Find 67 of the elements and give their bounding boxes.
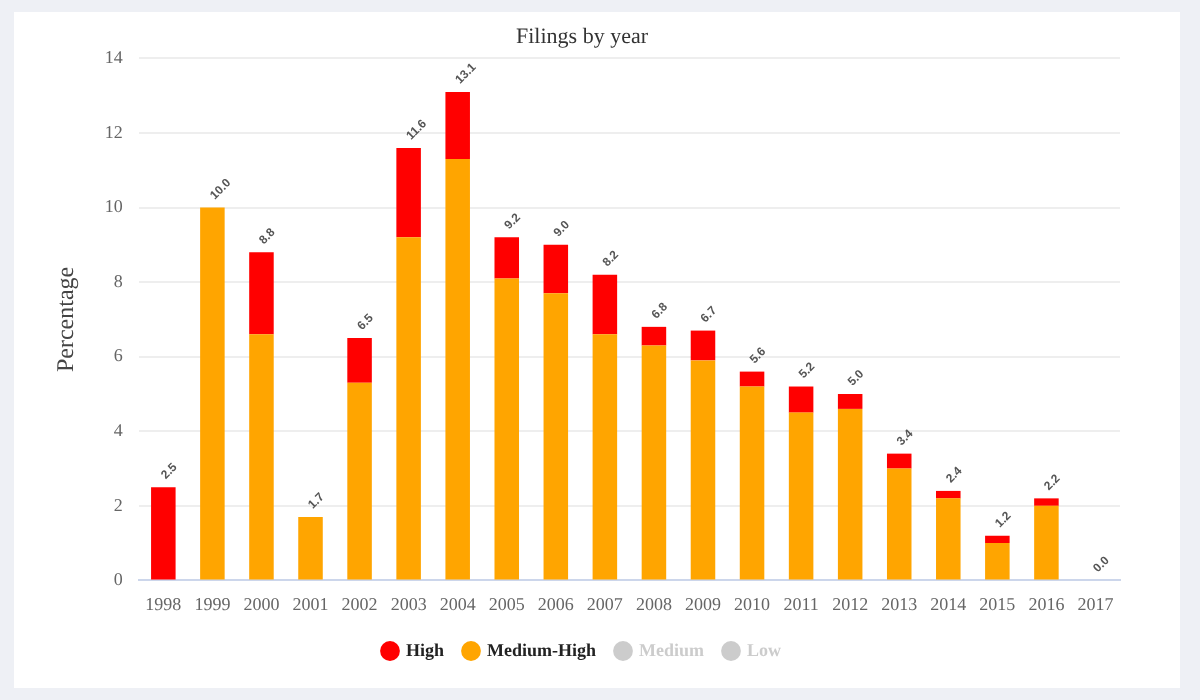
x-tick-label: 2002 (341, 593, 378, 614)
bar (985, 543, 1010, 580)
x-tick-label: 2005 (488, 593, 526, 614)
y-tick-label: 14 (104, 47, 124, 68)
x-tick-label: 2008 (635, 593, 673, 614)
y-tick-label: 0 (113, 569, 124, 590)
legend-label: Medium-High (487, 639, 597, 660)
bar (985, 535, 1010, 544)
bar (347, 338, 372, 383)
bar (936, 490, 961, 499)
x-tick-label: 1998 (145, 593, 183, 614)
x-tick-label: 2016 (1028, 593, 1066, 614)
x-tick-label: 2009 (684, 593, 722, 614)
y-tick-label: 10 (104, 196, 124, 217)
x-tick-label: 2007 (586, 593, 624, 614)
bar (739, 371, 765, 387)
bar (200, 207, 225, 580)
bar (837, 408, 863, 580)
bar (1034, 498, 1059, 506)
bar (641, 345, 667, 580)
x-tick-label: 2012 (832, 593, 869, 614)
bar (396, 147, 421, 238)
bar (690, 330, 716, 361)
x-tick-label: 2011 (783, 593, 819, 614)
bar (641, 326, 667, 346)
y-tick-label: 4 (113, 419, 124, 440)
bar (788, 386, 814, 413)
bar (494, 278, 520, 580)
bar (592, 274, 618, 335)
bar (494, 237, 520, 279)
x-tick-label: 2010 (734, 593, 772, 614)
bar (690, 360, 716, 580)
bar (543, 293, 569, 580)
y-tick-label: 2 (113, 494, 123, 515)
x-tick-label: 2015 (979, 593, 1017, 614)
y-tick-label: 6 (113, 345, 124, 366)
bar (151, 487, 176, 580)
bar (347, 382, 372, 580)
bar (1034, 505, 1059, 580)
bar (886, 453, 912, 469)
bar (298, 517, 323, 580)
bar (249, 334, 274, 580)
chart-title: Filings by year (516, 24, 649, 49)
legend-label: High (405, 639, 445, 660)
bar (249, 252, 274, 335)
x-tick-label: 2003 (390, 593, 428, 614)
bar (936, 498, 961, 580)
x-tick-label: 2017 (1077, 593, 1115, 614)
bar (543, 244, 569, 294)
y-tick-label: 12 (104, 121, 123, 142)
bar (445, 91, 470, 160)
x-tick-label: 2014 (930, 593, 968, 614)
bar (788, 412, 814, 580)
bar (396, 237, 421, 580)
x-tick-label: 2013 (881, 593, 919, 614)
bar (837, 393, 863, 409)
y-tick-label: 8 (113, 270, 124, 291)
bar (592, 334, 618, 580)
bar (739, 386, 765, 580)
x-tick-label: 2001 (292, 593, 329, 614)
x-tick-label: 2006 (537, 593, 575, 614)
x-tick-label: 2000 (243, 593, 281, 614)
y-axis-title: Percentage (50, 266, 79, 373)
bar (445, 159, 470, 580)
x-tick-label: 2004 (439, 593, 477, 614)
bar (886, 468, 912, 580)
x-tick-label: 1999 (194, 593, 232, 614)
